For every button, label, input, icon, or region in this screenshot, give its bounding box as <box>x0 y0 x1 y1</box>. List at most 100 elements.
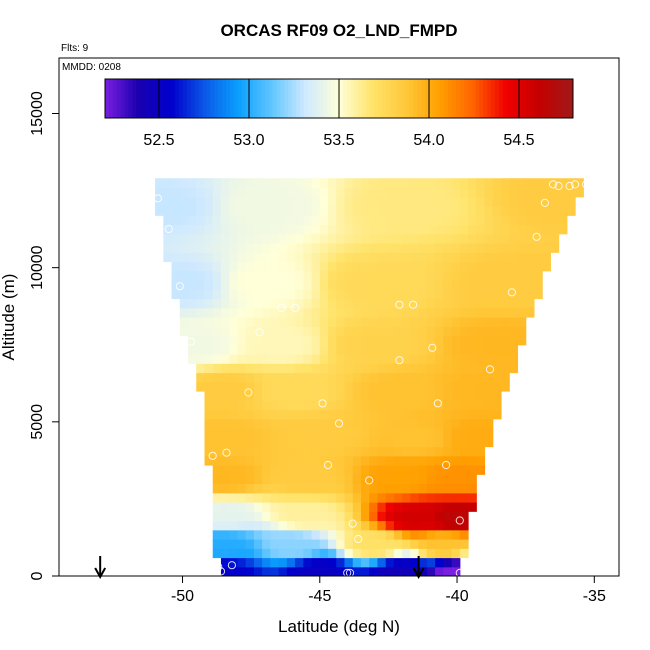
heatmap-cell <box>237 196 247 207</box>
heatmap-cell <box>303 243 313 253</box>
heatmap-cell <box>196 344 206 355</box>
heatmap-cell <box>336 354 346 364</box>
heatmap-cell <box>525 224 535 235</box>
colorbar-swatch <box>479 79 484 118</box>
heatmap-cell <box>360 280 370 290</box>
heatmap-cell <box>435 446 444 457</box>
heatmap-cell <box>270 428 280 438</box>
heatmap-cell <box>262 261 271 272</box>
heatmap-cell <box>229 520 239 531</box>
heatmap-cell <box>303 400 313 411</box>
heatmap-cell <box>509 252 519 263</box>
colorbar-swatch <box>463 79 469 118</box>
heatmap-cell <box>369 233 379 244</box>
heatmap-cell <box>451 520 461 531</box>
heatmap-cell <box>253 474 263 485</box>
heatmap-cell <box>278 307 288 318</box>
heatmap-cell <box>377 326 387 337</box>
heatmap-cell <box>303 455 313 466</box>
heatmap-cell <box>451 224 461 235</box>
heatmap-cell <box>344 428 354 438</box>
heatmap-cell <box>295 511 304 522</box>
heatmap-cell <box>328 196 337 207</box>
heatmap-cell <box>237 215 247 226</box>
heatmap-cell <box>245 270 255 281</box>
colorbar-swatch <box>272 79 278 118</box>
heatmap-cell <box>212 400 222 411</box>
heatmap-cell <box>278 511 288 522</box>
heatmap-cell <box>410 539 420 549</box>
heatmap-cell <box>459 270 469 281</box>
heatmap-cell <box>459 233 469 244</box>
heatmap-cell <box>517 224 527 235</box>
heatmap-cell <box>253 280 263 290</box>
heatmap-cell <box>426 520 436 531</box>
colorbar-tick-label: 52.5 <box>143 132 174 149</box>
heatmap-cell <box>393 187 403 198</box>
heatmap-cell <box>410 363 420 374</box>
colorbar-swatch <box>498 79 504 118</box>
heatmap-cell <box>311 289 321 300</box>
heatmap-cell <box>426 511 436 522</box>
heatmap-cell <box>328 326 337 337</box>
heatmap-cell <box>319 437 329 448</box>
heatmap-cell <box>402 557 411 568</box>
heatmap-cell <box>410 455 420 466</box>
heatmap-cell <box>212 465 222 475</box>
heatmap-cell <box>311 566 321 576</box>
colorbar-swatch <box>475 79 480 118</box>
heatmap-cell <box>336 280 346 290</box>
heatmap-cell <box>270 252 280 263</box>
heatmap-cell <box>426 492 436 503</box>
heatmap-cell <box>418 437 428 448</box>
heatmap-cell <box>385 317 395 327</box>
heatmap-cell <box>443 391 453 401</box>
heatmap-cell <box>344 557 354 568</box>
heatmap-cell <box>468 437 477 448</box>
heatmap-cell <box>484 252 494 263</box>
heatmap-cell <box>344 474 354 485</box>
heatmap-cell <box>426 326 436 337</box>
heatmap-cell <box>253 270 263 281</box>
heatmap-cell <box>435 289 444 300</box>
heatmap-cell <box>468 252 477 263</box>
heatmap-cell <box>303 354 313 364</box>
heatmap-cell <box>360 187 370 198</box>
heatmap-cell <box>303 548 313 559</box>
heatmap-cell <box>278 252 288 263</box>
heatmap-cell <box>253 224 263 235</box>
heatmap-cell <box>344 566 354 576</box>
heatmap-cell <box>500 354 510 364</box>
heatmap-cell <box>352 474 362 485</box>
heatmap-cell <box>245 307 255 318</box>
heatmap-cell <box>262 270 271 281</box>
heatmap-cell <box>270 465 280 475</box>
heatmap-cell <box>245 474 255 485</box>
heatmap-cell <box>377 465 387 475</box>
heatmap-cell <box>393 511 403 522</box>
heatmap-cell <box>328 317 337 327</box>
heatmap-cell <box>286 215 296 226</box>
heatmap-cell <box>328 363 337 374</box>
heatmap-cell <box>220 270 230 281</box>
heatmap-cell <box>303 381 313 392</box>
heatmap-cell <box>369 539 379 549</box>
colorbar-swatch <box>428 79 434 118</box>
heatmap-cell <box>295 492 304 503</box>
heatmap-cell <box>500 372 510 383</box>
heatmap-cell <box>220 354 230 364</box>
colorbar-swatch <box>545 79 551 118</box>
heatmap-cell <box>196 363 206 374</box>
heatmap-cell <box>558 196 568 207</box>
heatmap-cell <box>229 289 239 300</box>
heatmap-cell <box>385 483 395 494</box>
heatmap-cell <box>484 243 494 253</box>
heatmap-cell <box>295 502 304 512</box>
colorbar-swatch <box>179 79 184 118</box>
heatmap-cell <box>196 206 206 216</box>
heatmap-cell <box>253 298 263 309</box>
heatmap-cell <box>525 215 535 226</box>
heatmap-cell <box>204 372 214 383</box>
heatmap-cell <box>385 243 395 253</box>
plot-frame <box>58 57 620 577</box>
